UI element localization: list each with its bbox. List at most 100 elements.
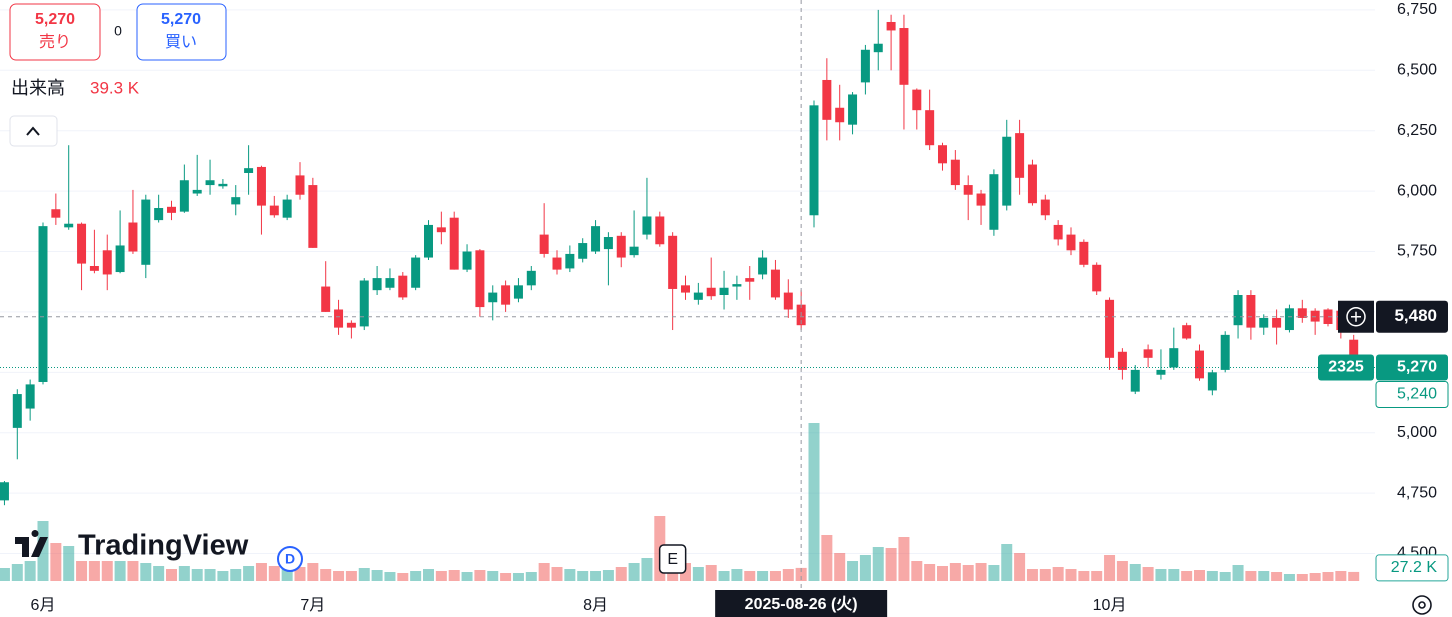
volume-bar: [281, 569, 293, 581]
last-price-box: [1376, 354, 1448, 381]
candle-body: [950, 159, 960, 186]
candle-body: [218, 183, 228, 187]
volume-bar: [1065, 569, 1077, 581]
volume-bar: [1129, 564, 1141, 581]
volume-bar: [731, 569, 743, 581]
volume-bar: [333, 571, 345, 581]
candle-body: [770, 269, 780, 298]
candle-body: [115, 245, 125, 273]
volume-bar: [911, 561, 923, 581]
volume-bar: [949, 563, 961, 581]
volume-bar: [628, 563, 640, 581]
candle-body: [256, 166, 266, 206]
candle-body: [64, 223, 74, 228]
candle-body: [809, 105, 819, 216]
candle-body: [501, 285, 511, 305]
y-tick-label: 6,250: [1397, 122, 1437, 139]
axis-labels: 4,5004,7505,0005,2505,5005,7506,0006,250…: [31, 1, 1438, 614]
candles: [0, 9, 1359, 506]
volume-value: 39.3 K: [90, 78, 140, 97]
volume-bar: [1039, 569, 1051, 581]
volume-bar: [615, 567, 627, 581]
candle-body: [1015, 133, 1025, 178]
candle-body: [1066, 234, 1076, 251]
settings-icon[interactable]: [1412, 595, 1432, 615]
candle-body: [706, 287, 716, 297]
volume-bar: [191, 569, 203, 581]
volume-bar: [1283, 574, 1295, 581]
candle-body: [346, 322, 356, 328]
volume-bar: [1091, 571, 1103, 581]
volume-bar: [1296, 574, 1308, 581]
candle-body: [783, 292, 793, 310]
volume-bar: [1232, 565, 1244, 581]
candle-body: [295, 175, 305, 195]
candle-body: [552, 257, 562, 270]
volume-bar: [153, 566, 165, 581]
volume-bar: [63, 546, 75, 581]
volume-bar: [834, 553, 846, 581]
volume-bar: [577, 571, 589, 581]
candle-body: [1195, 350, 1204, 379]
volume-bar: [1168, 569, 1180, 581]
candle-body: [899, 28, 909, 85]
grid: [0, 9, 1375, 555]
volume-bar: [1181, 571, 1193, 581]
candle-body: [77, 223, 87, 264]
volume-bar: [487, 571, 499, 581]
x-tick-label: 6月: [31, 597, 56, 614]
candle-body: [539, 234, 549, 254]
candle-body: [385, 278, 395, 288]
candle-body: [565, 253, 575, 269]
volume-bar: [1271, 572, 1283, 581]
candle-body: [1002, 136, 1012, 206]
volume-bar: [680, 563, 691, 581]
volume-bar: [50, 543, 62, 581]
volume-bar: [500, 573, 512, 581]
volume-bar: [1258, 571, 1270, 581]
x-tick-label: 8月: [583, 597, 608, 614]
candle-body: [1272, 317, 1282, 328]
countdown-box: [1318, 354, 1374, 381]
candle-body: [976, 193, 986, 206]
crosshair-price-label: 5,480: [1394, 306, 1437, 325]
volume-bar: [474, 570, 486, 581]
volume-bar: [1014, 553, 1026, 581]
crosshair-price-box: [1376, 300, 1448, 333]
candle-body: [1310, 310, 1320, 322]
candle-body: [334, 309, 344, 328]
y-tick-label: 6,000: [1397, 182, 1437, 199]
candle-body: [488, 292, 498, 303]
collapse-button[interactable]: [9, 115, 58, 147]
candle-body: [745, 278, 755, 282]
volume-bar: [1104, 555, 1116, 581]
candle-body: [1297, 308, 1307, 318]
candle-body: [860, 49, 870, 83]
candle-body: [925, 110, 935, 146]
candle-body: [25, 384, 35, 409]
volume-bar: [551, 567, 563, 581]
logo-text: TradingView: [78, 530, 249, 562]
volume-bar: [76, 561, 88, 581]
candle-body: [1117, 351, 1127, 370]
candle-body: [282, 199, 292, 218]
sell-button[interactable]: [9, 3, 101, 61]
volume-bar: [230, 569, 242, 581]
candle-body: [449, 217, 459, 270]
volume-bar: [88, 561, 100, 581]
crosshair-date-label: 2025-08-26 (火): [745, 595, 858, 613]
volume-bar: [859, 555, 871, 581]
crosshair-date-box: [715, 590, 888, 617]
buy-button[interactable]: [136, 3, 227, 61]
candle-body: [1349, 339, 1359, 356]
time-axis: [0, 590, 1375, 617]
overlay: E: [0, 0, 1375, 590]
volume-bar: [1206, 571, 1218, 581]
volume-bar: [975, 563, 987, 581]
candle-body: [179, 180, 189, 212]
volume-bar: [114, 561, 126, 581]
candle-body: [308, 185, 318, 248]
volume-bar: [924, 564, 936, 581]
volume-bar: [166, 569, 177, 581]
volume-bar: [988, 565, 1000, 581]
